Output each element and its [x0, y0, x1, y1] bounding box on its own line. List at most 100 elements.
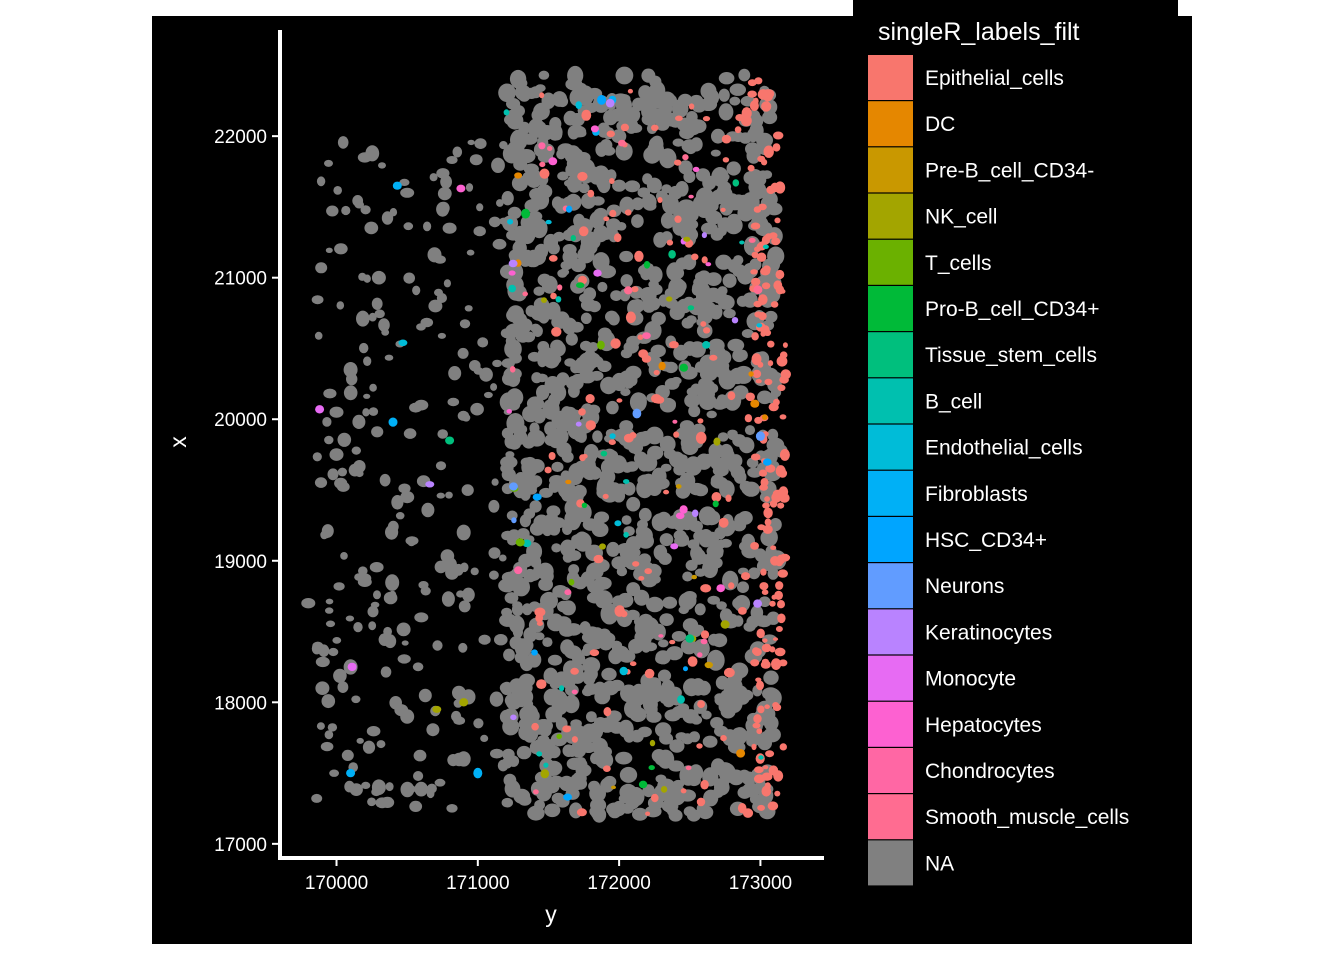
na-cell-point — [571, 739, 587, 758]
na-cell-point — [418, 688, 432, 703]
na-cell-point — [597, 628, 612, 642]
na-cell-point — [663, 791, 682, 805]
na-cell-point — [501, 191, 514, 206]
na-cell-point — [511, 77, 522, 86]
na-cell-point — [662, 596, 678, 609]
epithelial-cell-point — [753, 648, 762, 656]
na-cell-point — [544, 376, 561, 394]
epithelial-cell-point — [759, 582, 769, 591]
na-cell-point — [529, 500, 542, 513]
na-cell-point — [371, 779, 386, 795]
epithelial-cell-point — [763, 145, 774, 158]
na-cell-point — [401, 640, 409, 646]
epithelial-cell-point — [720, 207, 726, 212]
epithelial-cell-point — [585, 394, 595, 404]
na-cell-point — [327, 723, 338, 732]
epithelial-cell-point — [609, 178, 615, 184]
labelled-cell-point — [682, 154, 689, 161]
na-cell-point — [539, 487, 553, 498]
labelled-cell-point — [688, 194, 694, 199]
na-cell-point — [321, 694, 336, 709]
na-cell-point — [353, 622, 363, 633]
epithelial-cell-point — [631, 286, 639, 293]
epithelial-cell-point — [627, 88, 634, 94]
labelled-cell-point — [668, 250, 676, 259]
na-cell-point — [581, 647, 592, 657]
na-cell-point — [478, 634, 491, 645]
epithelial-cell-point — [769, 232, 778, 239]
na-cell-point — [443, 279, 451, 288]
labelled-cell-point — [638, 780, 648, 789]
epithelial-cell-point — [762, 502, 770, 509]
na-cell-point — [586, 731, 601, 743]
na-cell-point — [437, 332, 446, 339]
epithelial-cell-point — [775, 626, 783, 632]
labelled-cell-point — [750, 399, 760, 408]
epithelial-cell-point — [578, 275, 587, 285]
na-cell-point — [625, 461, 639, 472]
epithelial-cell-point — [663, 489, 670, 495]
na-cell-point — [657, 478, 670, 489]
na-cell-point — [696, 680, 711, 696]
na-cell-point — [533, 514, 550, 531]
na-cell-point — [733, 470, 747, 484]
na-cell-point — [664, 361, 678, 374]
na-cell-point — [644, 266, 658, 278]
na-cell-point — [583, 667, 598, 681]
na-cell-point — [396, 622, 411, 637]
na-cell-point — [523, 568, 537, 583]
na-cell-point — [569, 321, 584, 333]
na-cell-point — [337, 467, 347, 477]
epithelial-cell-point — [767, 340, 775, 348]
epithelial-cell-point — [760, 330, 766, 337]
na-cell-point — [567, 225, 581, 241]
na-cell-point — [378, 162, 386, 169]
na-cell-point — [619, 766, 638, 783]
na-cell-point — [496, 199, 504, 207]
epithelial-cell-point — [728, 582, 735, 590]
na-cell-point — [769, 444, 781, 453]
na-cell-point — [492, 238, 507, 250]
na-cell-point — [600, 376, 618, 395]
labelled-cell-point — [539, 161, 546, 168]
na-cell-point — [659, 148, 677, 169]
legend-key-swatch — [868, 748, 913, 793]
na-cell-point — [682, 591, 697, 602]
na-cell-point — [499, 554, 507, 562]
labelled-cell-point — [347, 662, 357, 672]
na-cell-point — [315, 262, 328, 274]
na-cell-point — [512, 601, 523, 610]
na-cell-point — [733, 255, 744, 266]
epithelial-cell-point — [548, 255, 558, 262]
na-cell-point — [564, 358, 576, 367]
epithelial-cell-point — [675, 115, 683, 122]
na-cell-point — [770, 371, 783, 383]
legend-key-label: Tissue_stem_cells — [925, 344, 1097, 367]
epithelial-cell-point — [691, 253, 699, 261]
labelled-cell-point — [614, 520, 622, 527]
na-cell-point — [732, 385, 749, 400]
na-cell-point — [565, 684, 579, 697]
na-cell-point — [637, 726, 652, 738]
legend-key-swatch — [868, 147, 913, 193]
na-cell-point — [513, 313, 528, 328]
na-cell-point — [357, 152, 372, 163]
na-cell-point — [593, 717, 608, 730]
na-cell-point — [586, 562, 604, 580]
na-cell-point — [367, 605, 379, 618]
axes — [278, 30, 824, 860]
na-cell-point — [420, 317, 434, 328]
labelled-cell-point — [445, 436, 455, 445]
epithelial-cell-point — [645, 811, 651, 816]
epithelial-cell-point — [702, 116, 711, 122]
na-cell-point — [599, 468, 616, 485]
na-cell-point — [315, 681, 330, 695]
epithelial-cell-point — [651, 124, 659, 131]
epithelial-cell-point — [752, 369, 762, 379]
na-cell-point — [723, 308, 736, 319]
na-cell-point — [414, 399, 429, 411]
na-cell-point — [557, 600, 570, 613]
na-cell-point — [531, 108, 545, 122]
na-cell-point — [681, 733, 694, 745]
